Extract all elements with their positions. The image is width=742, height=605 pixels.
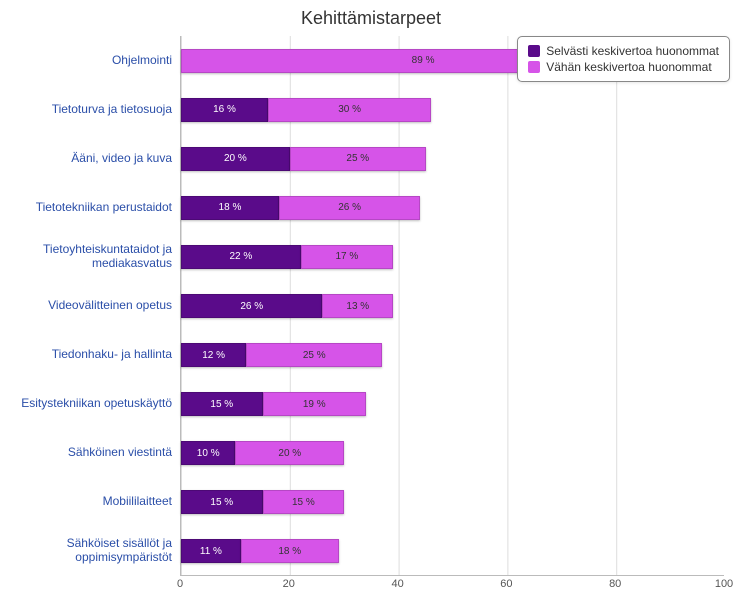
bar-segment: 15 % — [181, 392, 263, 416]
x-axis-tick: 100 — [715, 578, 733, 590]
bar: 11 %18 % — [181, 539, 339, 563]
bar: 15 %15 % — [181, 490, 344, 514]
bar-segment: 15 % — [263, 490, 345, 514]
bar: 15 %19 % — [181, 392, 366, 416]
category-label: Tiedonhaku- ja hallinta — [7, 348, 172, 362]
bar-segment: 22 % — [181, 245, 301, 269]
category-label: Ohjelmointi — [7, 54, 172, 68]
bar: 20 %25 % — [181, 147, 426, 171]
legend: Selvästi keskivertoa huonommat Vähän kes… — [517, 36, 730, 82]
category-label: Videovälitteinen opetus — [7, 299, 172, 313]
bar-segment: 20 % — [181, 147, 290, 171]
chart-container: Kehittämistarpeet 89 %16 %30 %20 %25 %18… — [0, 0, 742, 605]
category-label: Tietoturva ja tietosuoja — [7, 103, 172, 117]
bar-segment: 15 % — [181, 490, 263, 514]
legend-swatch — [528, 61, 540, 73]
x-axis-tick: 0 — [177, 578, 183, 590]
x-axis-tick: 60 — [500, 578, 512, 590]
legend-item: Vähän keskivertoa huonommat — [528, 59, 719, 75]
legend-label: Vähän keskivertoa huonommat — [546, 59, 711, 75]
x-axis-tick: 40 — [391, 578, 403, 590]
bar-segment: 30 % — [268, 98, 431, 122]
legend-item: Selvästi keskivertoa huonommat — [528, 43, 719, 59]
bar-segment: 20 % — [235, 441, 344, 465]
bar: 18 %26 % — [181, 196, 420, 220]
bar-segment: 17 % — [301, 245, 393, 269]
bar-segment: 19 % — [263, 392, 366, 416]
bar: 16 %30 % — [181, 98, 431, 122]
bar-segment: 12 % — [181, 343, 246, 367]
bar-segment: 16 % — [181, 98, 268, 122]
category-label: Tietotekniikan perustaidot — [7, 201, 172, 215]
bar: 10 %20 % — [181, 441, 344, 465]
bar: 22 %17 % — [181, 245, 393, 269]
legend-label: Selvästi keskivertoa huonommat — [546, 43, 719, 59]
legend-swatch — [528, 45, 540, 57]
category-label: Esitystekniikan opetuskäyttö — [7, 397, 172, 411]
bar: 26 %13 % — [181, 294, 393, 318]
bar-segment: 18 % — [241, 539, 339, 563]
bar-segment: 25 % — [246, 343, 382, 367]
bar-segment: 25 % — [290, 147, 426, 171]
category-label: Sähköinen viestintä — [7, 446, 172, 460]
bar-segment: 26 % — [181, 294, 322, 318]
bar-segment: 10 % — [181, 441, 235, 465]
bar: 12 %25 % — [181, 343, 382, 367]
category-label: Sähköiset sisällöt ja oppimisympäristöt — [7, 538, 172, 566]
bar-segment: 13 % — [322, 294, 393, 318]
x-axis-tick: 80 — [609, 578, 621, 590]
bar-segment: 18 % — [181, 196, 279, 220]
chart-title: Kehittämistarpeet — [0, 8, 742, 29]
category-label: Mobiililaitteet — [7, 495, 172, 509]
category-label: Tietoyhteiskuntataidot ja mediakasvatus — [7, 243, 172, 271]
bar-segment: 26 % — [279, 196, 420, 220]
bar-segment: 11 % — [181, 539, 241, 563]
x-axis-tick: 20 — [283, 578, 295, 590]
category-label: Ääni, video ja kuva — [7, 152, 172, 166]
plot-area: 89 %16 %30 %20 %25 %18 %26 %22 %17 %26 %… — [180, 36, 724, 576]
